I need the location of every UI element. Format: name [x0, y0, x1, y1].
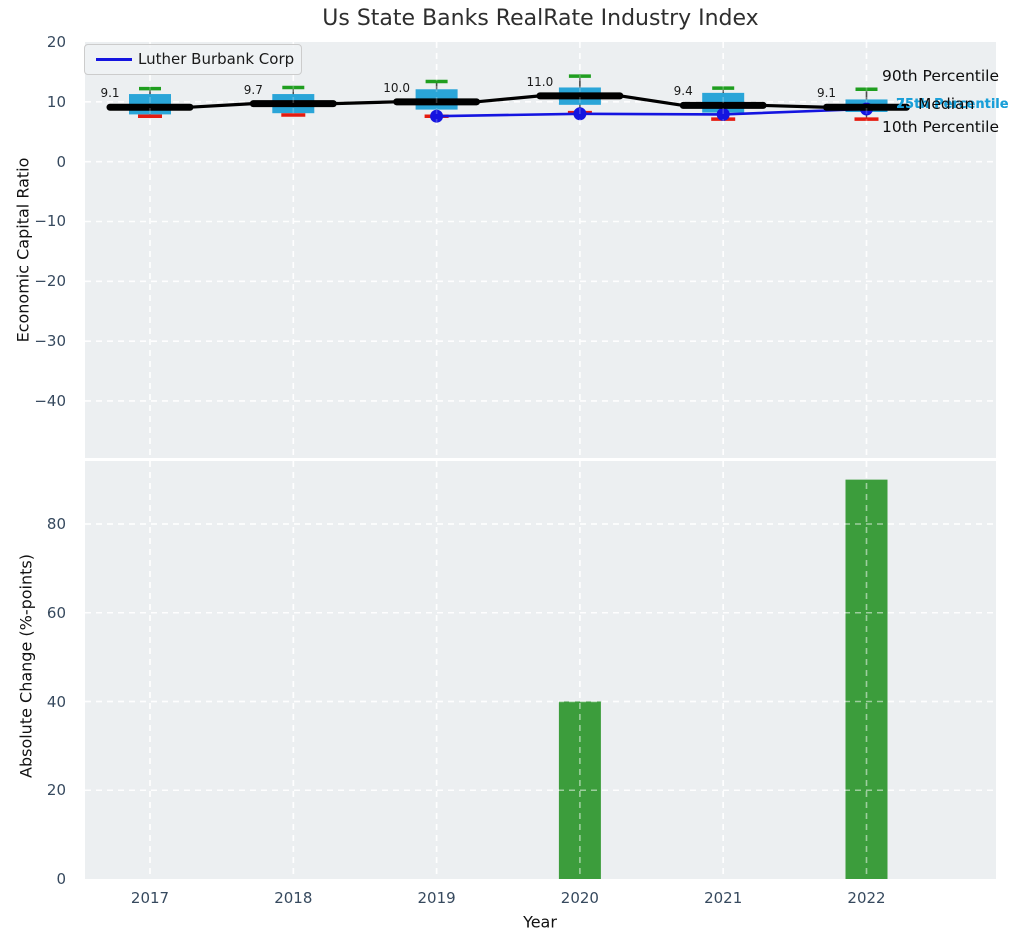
annotation-75th-percentile: 75th Percentile — [896, 97, 1009, 112]
x-tick-label: 2018 — [274, 889, 313, 907]
y-tick-label: −40 — [34, 391, 66, 410]
top-plot — [85, 42, 996, 458]
median-value-label: 9.4 — [673, 84, 693, 99]
company-marker — [573, 107, 587, 121]
median-connector — [475, 94, 542, 104]
x-tick-label: 2017 — [130, 889, 170, 907]
y-tick-label: 60 — [46, 603, 66, 622]
annotation-median: Median — [918, 95, 975, 113]
median-connector — [761, 103, 829, 109]
axes-background — [85, 461, 996, 879]
legend-series-label: Luther Burbank Corp — [138, 50, 295, 68]
chart-title: Us State Banks RealRate Industry Index — [322, 6, 759, 31]
y-tick-label: 20 — [46, 781, 66, 800]
y-tick-label: −10 — [34, 212, 66, 231]
y-tick-label: 20 — [46, 33, 66, 51]
y-tick-label: −30 — [34, 332, 66, 351]
company-marker — [430, 109, 444, 123]
median-value-label: 11.0 — [526, 74, 554, 89]
y-tick-label: 80 — [46, 515, 66, 533]
legend-line-sample-icon — [96, 58, 132, 61]
median-value-label: 10.0 — [383, 80, 410, 95]
x-tick-label: 2020 — [560, 889, 599, 907]
y-tick-label: 0 — [56, 870, 66, 888]
axes-background — [85, 42, 996, 458]
median-value-label: 9.7 — [243, 82, 263, 97]
median-connector — [188, 102, 255, 109]
annotation-90th-percentile: 90th Percentile — [882, 67, 1000, 85]
annotation-10th-percentile: 10th Percentile — [882, 118, 1000, 136]
y-tick-label: 40 — [46, 692, 66, 711]
company-line — [436, 107, 867, 118]
bar — [845, 479, 888, 879]
median-value-label: 9.1 — [816, 86, 837, 101]
company-marker — [716, 107, 730, 121]
x-tick-label: 2019 — [417, 889, 456, 907]
x-tick-label: 2021 — [704, 889, 743, 907]
median-connector — [618, 94, 685, 108]
y-tick-label: 0 — [56, 152, 66, 171]
y-tick-label: 10 — [46, 92, 66, 111]
legend: Luther Burbank Corp — [84, 44, 302, 75]
bottom-plot — [85, 461, 996, 879]
x-tick-label: 2022 — [847, 889, 886, 907]
y-tick-label: −20 — [34, 272, 66, 291]
annotation-25th-percentile: 25th Percentile — [896, 97, 1009, 112]
bottom-y-axis-label: Absolute Change (%-points) — [16, 554, 36, 778]
median-value-label: 9.1 — [100, 86, 120, 101]
median-connector — [331, 100, 399, 106]
x-axis-label: Year — [523, 912, 557, 932]
top-y-axis-label: Economic Capital Ratio — [13, 157, 33, 343]
